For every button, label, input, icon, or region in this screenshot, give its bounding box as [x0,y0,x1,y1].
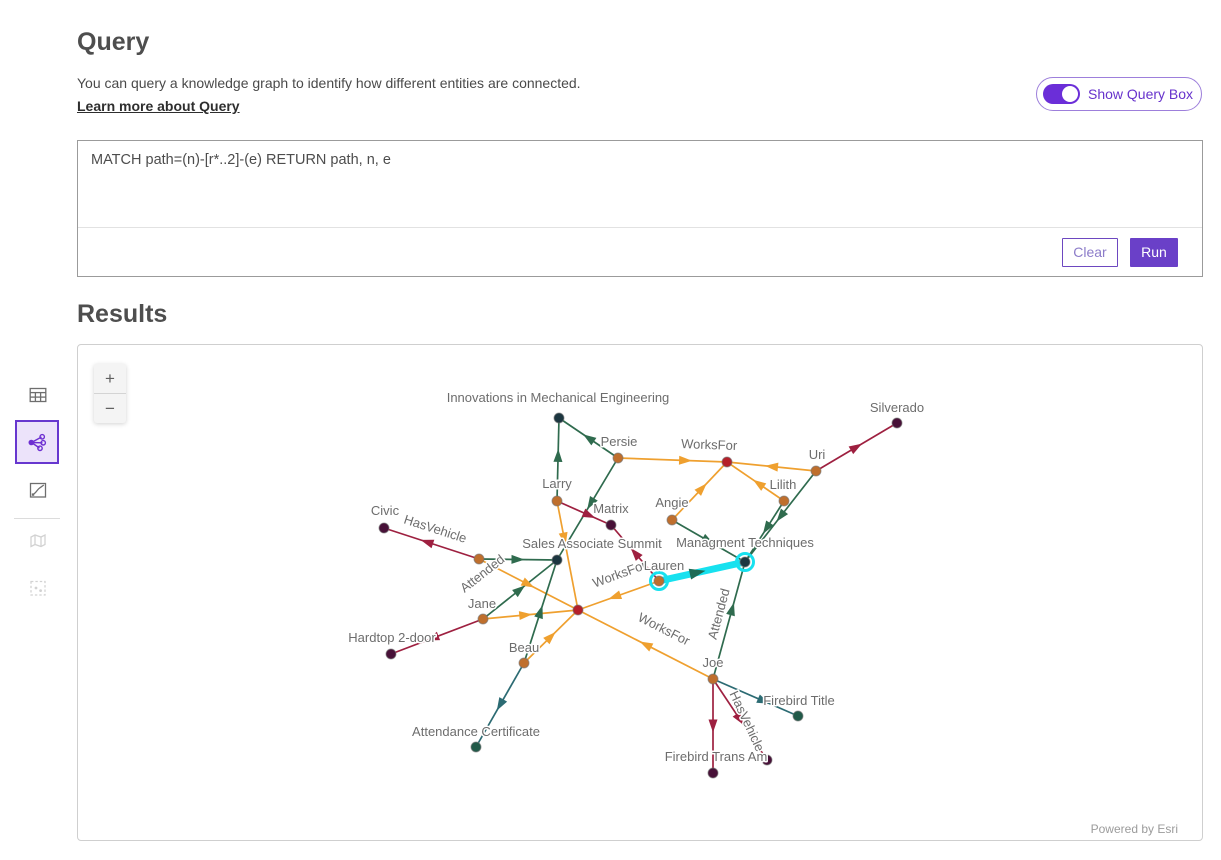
link-chart-panel: + − WorksFor WorksFor WorksFor Attended Atte… [77,344,1203,841]
svg-text:Joe: Joe [703,655,724,670]
run-button[interactable]: Run [1130,237,1178,267]
toggle-switch-icon[interactable] [1043,84,1080,104]
svg-text:WorksFor: WorksFor [681,436,738,453]
learn-more-link[interactable]: Learn more about Query [77,98,240,114]
selection-box-icon [30,580,46,596]
svg-text:Attendance Certificate: Attendance Certificate [412,724,540,739]
rail-divider [14,518,60,519]
svg-text:WorksFor: WorksFor [591,557,649,591]
svg-text:Persie: Persie [601,434,638,449]
svg-text:Uri: Uri [809,447,826,462]
svg-text:Lauren: Lauren [644,558,684,573]
show-query-box-toggle[interactable]: Show Query Box [1036,77,1202,111]
powered-by-esri: Powered by Esri [1090,822,1178,836]
zoom-control: + − [94,364,126,423]
svg-text:Innovations in Mechanical Engi: Innovations in Mechanical Engineering [447,390,670,405]
map-route-icon [29,482,47,498]
map-view-button[interactable] [28,480,48,500]
svg-text:Civic: Civic [371,503,400,518]
zoom-out-button[interactable]: − [105,398,115,418]
svg-text:HasVehicle: HasVehicle [402,512,468,546]
toggle-label: Show Query Box [1088,86,1194,102]
page-title: Query [77,28,150,56]
selection-view-button-disabled [28,578,48,598]
clear-button[interactable]: Clear [1062,237,1118,267]
svg-text:Jane: Jane [468,596,496,611]
svg-text:Sales Associate Summit: Sales Associate Summit [522,536,662,551]
svg-text:Silverado: Silverado [870,400,924,415]
link-chart-icon [28,433,47,452]
zoom-divider [94,393,126,394]
svg-text:Firebird Title: Firebird Title [763,693,835,708]
layers-map-icon [30,533,46,548]
table-icon [29,387,47,403]
layers-view-button-disabled [28,530,48,550]
svg-text:Larry: Larry [542,476,572,491]
svg-text:Lilith: Lilith [770,477,797,492]
svg-text:Matrix: Matrix [593,501,629,516]
svg-text:Beau: Beau [509,640,539,655]
zoom-in-button[interactable]: + [105,368,115,388]
query-description: You can query a knowledge graph to ident… [77,75,581,91]
results-title: Results [77,300,168,328]
link-chart-canvas[interactable]: WorksForWorksForWorksForAttendedAttended… [78,345,1202,840]
svg-text:Firebird Trans Am: Firebird Trans Am [665,749,768,764]
query-input[interactable]: MATCH path=(n)-[r*..2]-(e) RETURN path, … [78,141,1202,227]
svg-text:Managment Techniques: Managment Techniques [676,535,814,550]
svg-text:Angie: Angie [655,495,688,510]
query-footer: Clear Run [78,228,1202,276]
table-view-button[interactable] [28,385,48,405]
svg-text:Hardtop 2-door: Hardtop 2-door [348,630,436,645]
query-box: MATCH path=(n)-[r*..2]-(e) RETURN path, … [77,140,1203,277]
link-chart-view-button[interactable] [15,420,59,464]
